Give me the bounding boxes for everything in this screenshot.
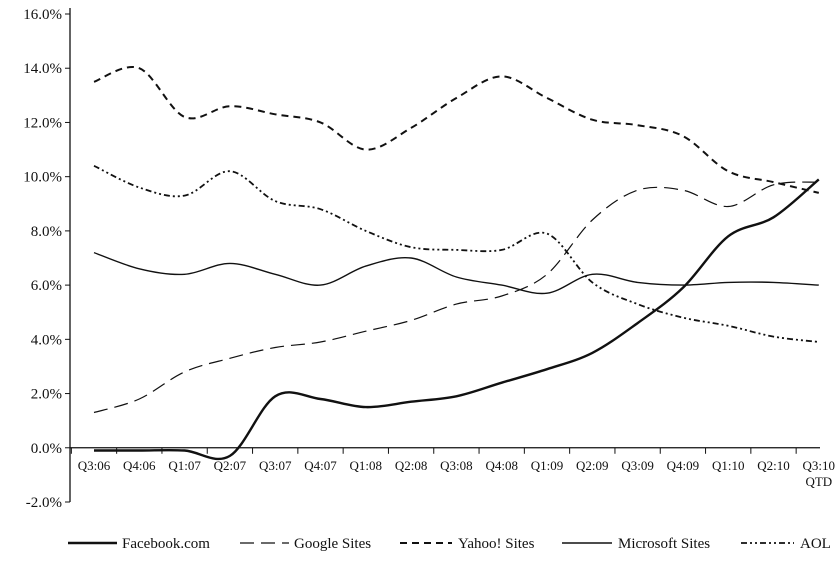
series-line-yahoo-sites	[93, 65, 820, 194]
series-line-facebook-com	[93, 178, 820, 461]
legend-label-microsoft-sites: Microsoft Sites	[618, 536, 710, 552]
x-tick-label: Q2:07	[214, 458, 247, 473]
legend-label-google-sites: Google Sites	[294, 536, 371, 552]
y-tick-label: 2.0%	[31, 387, 62, 403]
x-tick-label: Q2:08	[395, 458, 428, 473]
y-tick-label: 4.0%	[31, 332, 62, 348]
y-tick-label: -2.0%	[26, 495, 62, 511]
legend-label-aol: AOL	[800, 536, 831, 552]
x-tick-label: Q4:08	[485, 458, 518, 473]
y-tick-label: 12.0%	[23, 115, 62, 131]
x-tick-label: Q1:10	[712, 458, 745, 473]
y-tick-label: 0.0%	[31, 441, 62, 457]
axes: -2.0% 0.0% 2.0% 4.0% 6.0% 8.0% 10.0% 12.0% 14.0%…	[23, 7, 836, 511]
x-tick-label: Q3:08	[440, 458, 473, 473]
y-tick-label: 10.0%	[23, 170, 62, 186]
x-tick-label: Q3:09	[621, 458, 654, 473]
y-tick-label: 14.0%	[23, 61, 62, 77]
series-line-google-sites	[93, 181, 819, 414]
x-tick-sublabel: QTD	[805, 474, 832, 489]
y-tick-label: 6.0%	[31, 278, 62, 294]
series-line-microsoft-sites	[93, 251, 819, 295]
series-lines	[93, 65, 820, 461]
x-tick-label: Q3:07	[259, 458, 292, 473]
x-tick-label: Q3:06	[78, 458, 111, 473]
x-tick-label: Q4:09	[667, 458, 700, 473]
series-line-aol	[93, 164, 819, 343]
x-tick-label: Q4:06	[123, 458, 156, 473]
y-tick-label: 8.0%	[31, 224, 62, 240]
x-tick-label: Q2:09	[576, 458, 609, 473]
x-tick-label: Q3:10	[803, 458, 836, 473]
legend-label-facebook-com: Facebook.com	[122, 536, 210, 552]
x-tick-label: Q1:09	[531, 458, 564, 473]
x-tick-label: Q1:07	[168, 458, 201, 473]
x-tick-label: Q1:08	[350, 458, 383, 473]
legend: Facebook.com Google Sites Yahoo! Sites Micr…	[68, 536, 831, 552]
x-tick-label: Q4:07	[304, 458, 337, 473]
y-tick-label: 16.0%	[23, 7, 62, 23]
x-tick-label: Q2:10	[757, 458, 790, 473]
legend-label-yahoo-sites: Yahoo! Sites	[458, 536, 535, 552]
